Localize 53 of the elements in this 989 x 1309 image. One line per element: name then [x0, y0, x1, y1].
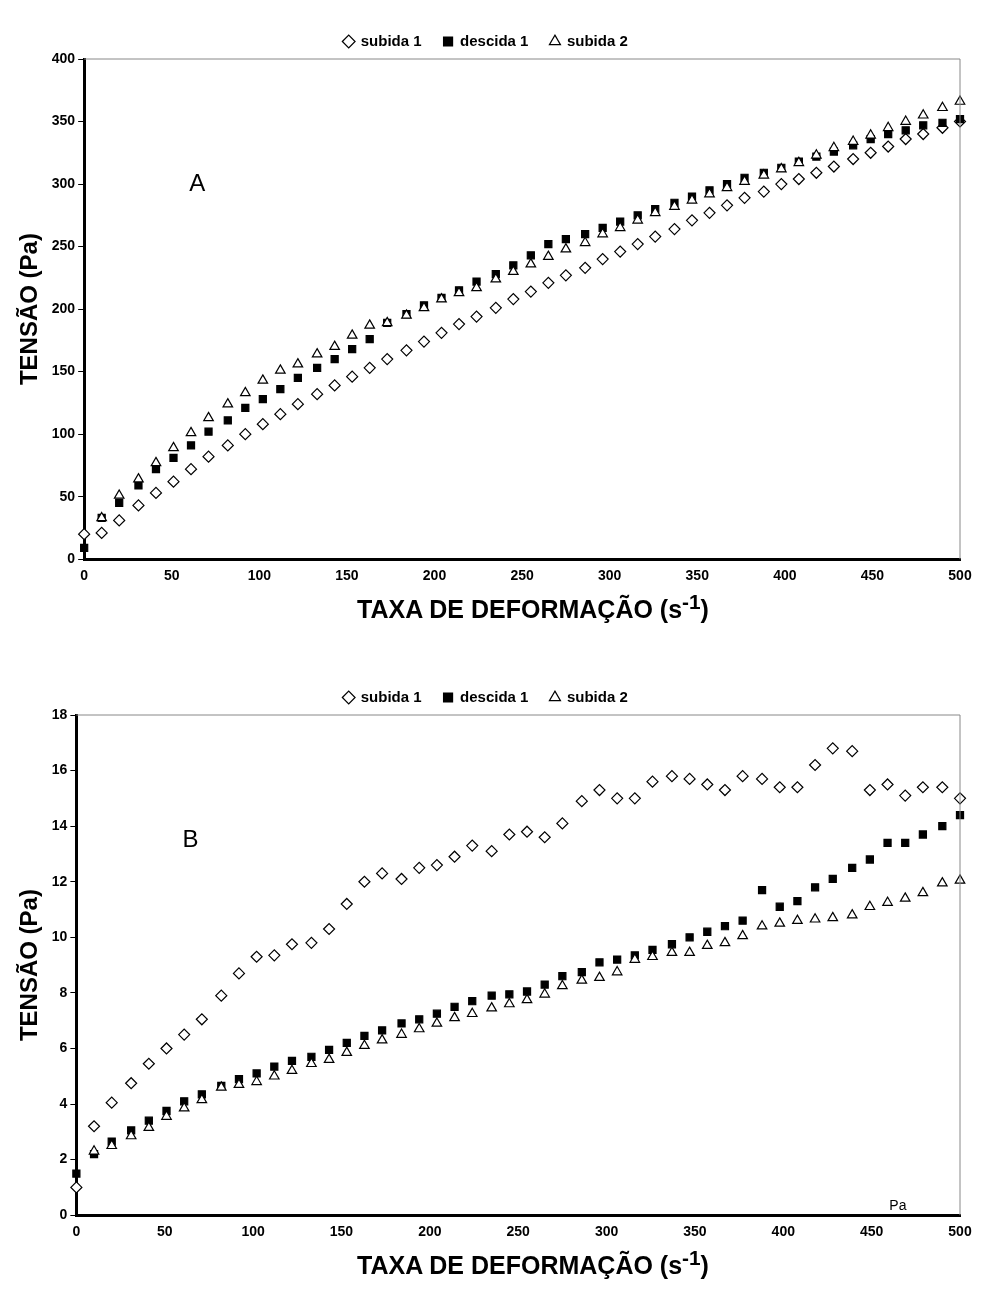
x-tick-label: 400 — [771, 1223, 796, 1240]
y-tick-label: 0 — [67, 550, 76, 567]
x-tick-label: 200 — [422, 567, 447, 584]
y-tick-label: 16 — [51, 761, 68, 778]
y-tick-label: 14 — [51, 817, 68, 834]
y-tick-label: 0 — [59, 1206, 68, 1223]
x-tick-label: 250 — [510, 567, 534, 584]
x-tick-label: 100 — [247, 567, 272, 584]
y-tick-label: 300 — [51, 174, 76, 191]
y-axis-title: TENSÃO (Pa) — [15, 233, 43, 386]
x-tick-label: 50 — [163, 567, 180, 584]
x-tick-label: 500 — [948, 1223, 972, 1240]
legend-label: descida 1 — [460, 31, 529, 49]
x-axis-title: TAXA DE DEFORMAÇÃO (s$^{-1}$) — [356, 1246, 710, 1281]
annotation: Pa — [889, 1197, 907, 1214]
annotation: B — [182, 825, 199, 852]
y-tick-label: 100 — [51, 425, 76, 442]
y-tick-label: 150 — [51, 362, 76, 379]
y-tick-label: 50 — [59, 487, 76, 504]
x-tick-label: 200 — [418, 1223, 442, 1240]
x-tick-label: 0 — [80, 567, 89, 584]
x-tick-label: 450 — [859, 1223, 884, 1240]
x-tick-label: 400 — [773, 567, 797, 584]
y-tick-label: 2 — [59, 1150, 68, 1167]
x-tick-label: 350 — [683, 1223, 707, 1240]
x-tick-label: 150 — [329, 1223, 354, 1240]
legend-label: subida 1 — [360, 687, 422, 705]
x-tick-label: 300 — [597, 567, 622, 584]
x-tick-label: 450 — [860, 567, 885, 584]
x-tick-label: 250 — [506, 1223, 531, 1240]
legend-label: subida 2 — [566, 31, 628, 49]
annotation: A — [189, 168, 206, 196]
y-tick-label: 10 — [51, 928, 68, 945]
y-tick-label: 8 — [59, 984, 68, 1001]
y-axis-title: TENSÃO (Pa) — [15, 889, 43, 1042]
x-tick-label: 500 — [948, 567, 972, 584]
y-tick-label: 250 — [51, 237, 76, 254]
y-tick-label: 4 — [59, 1095, 68, 1112]
y-tick-label: 350 — [51, 112, 76, 129]
y-tick-label: 400 — [51, 49, 76, 66]
x-axis-title: TAXA DE DEFORMAÇÃO (s$^{-1}$) — [356, 590, 710, 625]
y-tick-label: 18 — [51, 706, 68, 723]
x-tick-label: 350 — [685, 567, 710, 584]
x-tick-label: 150 — [335, 567, 359, 584]
x-tick-label: 300 — [594, 1223, 619, 1240]
x-tick-label: 100 — [241, 1223, 265, 1240]
legend-label: subida 1 — [360, 31, 422, 49]
legend-label: descida 1 — [460, 687, 529, 705]
legend-label: subida 2 — [566, 687, 628, 705]
y-tick-label: 6 — [59, 1039, 68, 1056]
y-tick-label: 12 — [51, 872, 68, 889]
x-tick-label: 50 — [156, 1223, 173, 1240]
y-tick-label: 200 — [51, 299, 76, 316]
